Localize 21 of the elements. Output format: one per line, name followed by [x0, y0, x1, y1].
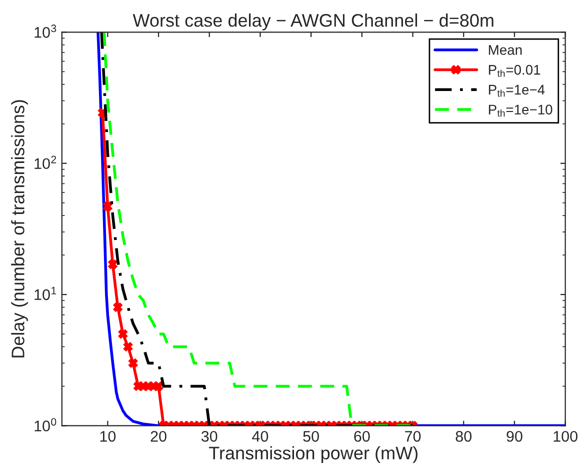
x-tick-label: 80	[456, 430, 472, 442]
x-tick-label: 70	[405, 430, 421, 442]
x-tick-label: 20	[150, 430, 166, 442]
x-tick-label: 100	[554, 430, 578, 442]
x-tick-label: 60	[354, 430, 370, 442]
legend-label: P$_{th}$=1e−4	[488, 84, 545, 97]
x-tick-label: 50	[303, 430, 319, 442]
x-tick-label: 30	[201, 430, 218, 442]
legend-label: P$_{th}$=1e−10	[488, 104, 552, 117]
y-tick-label: 10$^{1}$	[34, 286, 56, 300]
chart-title: Worst case delay − AWGN Channel − d=80m	[132, 14, 494, 30]
x-tick-label: 90	[506, 430, 522, 442]
y-axis-title: Delay (number of transmissions)	[11, 100, 28, 358]
x-tick-label: 40	[252, 430, 268, 442]
x-tick-label: 10	[100, 430, 116, 442]
x-axis-title: Transmission power (mW)	[209, 446, 418, 464]
y-tick-label: 10$^{3}$	[34, 24, 56, 38]
y-tick-label: 10$^{2}$	[34, 156, 56, 170]
legend-label: Mean	[488, 45, 522, 55]
legend-label: P$_{th}$=0.01	[488, 64, 540, 77]
y-tick-label: 10$^{0}$	[34, 418, 56, 432]
